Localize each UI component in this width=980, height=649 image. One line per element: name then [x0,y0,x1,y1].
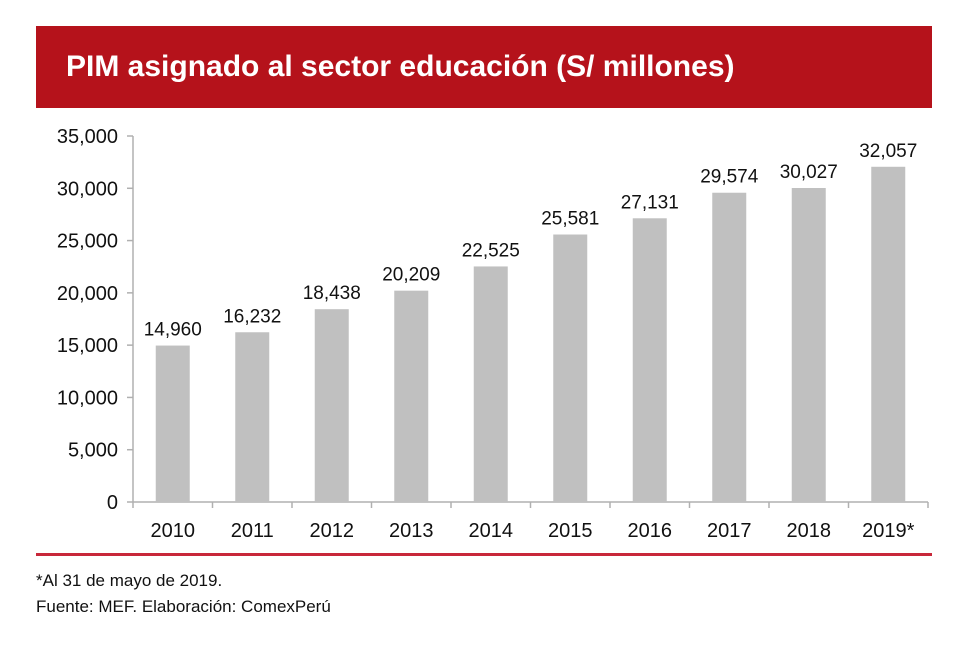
x-tick-label: 2018 [787,520,832,542]
x-tick-label: 2010 [151,520,196,542]
data-label: 29,574 [700,167,759,188]
bar [553,234,588,502]
bar [473,266,508,502]
bar [155,345,190,502]
bar [791,188,826,503]
y-tick-label: 15,000 [57,335,118,357]
data-label: 32,057 [859,141,917,162]
y-tick-label: 20,000 [57,283,118,305]
data-label: 30,027 [780,162,838,183]
x-tick-label: 2013 [389,520,434,542]
data-label: 18,438 [303,283,361,304]
bar [632,218,667,502]
bar [394,290,429,502]
divider-rule [36,553,932,556]
chart-title: PIM asignado al sector educación (S/ mil… [66,50,735,83]
x-tick-label: 2015 [548,520,593,542]
bar [712,192,747,502]
x-tick-label: 2011 [231,520,274,542]
x-tick-label: 2017 [707,520,752,542]
y-tick-label: 10,000 [57,387,118,409]
y-tick-label: 30,000 [57,178,118,200]
footnote: *Al 31 de mayo de 2019. [36,571,223,590]
x-tick-label: 2012 [310,520,355,542]
data-label: 16,232 [223,306,281,327]
title-banner: PIM asignado al sector educación (S/ mil… [36,26,932,108]
source-note: Fuente: MEF. Elaboración: ComexPerú [36,597,331,616]
x-tick-label: 2016 [628,520,673,542]
bar [235,332,270,502]
bar [871,166,906,502]
y-tick-label: 35,000 [57,126,118,148]
y-tick-label: 0 [107,492,118,514]
data-label: 20,209 [382,265,440,286]
bar-chart: 0 5,000 10,000 15,000 20,000 25,000 30,000 35,0… [57,126,929,542]
data-label: 27,131 [621,192,679,213]
data-label: 22,525 [462,240,520,261]
x-tick-label: 2014 [469,520,514,542]
y-tick-label: 5,000 [68,440,118,462]
data-label: 14,960 [144,320,202,341]
x-tick-label: 2019* [862,520,914,542]
bar [314,309,349,502]
data-label: 25,581 [541,208,599,229]
y-tick-label: 25,000 [57,231,118,253]
